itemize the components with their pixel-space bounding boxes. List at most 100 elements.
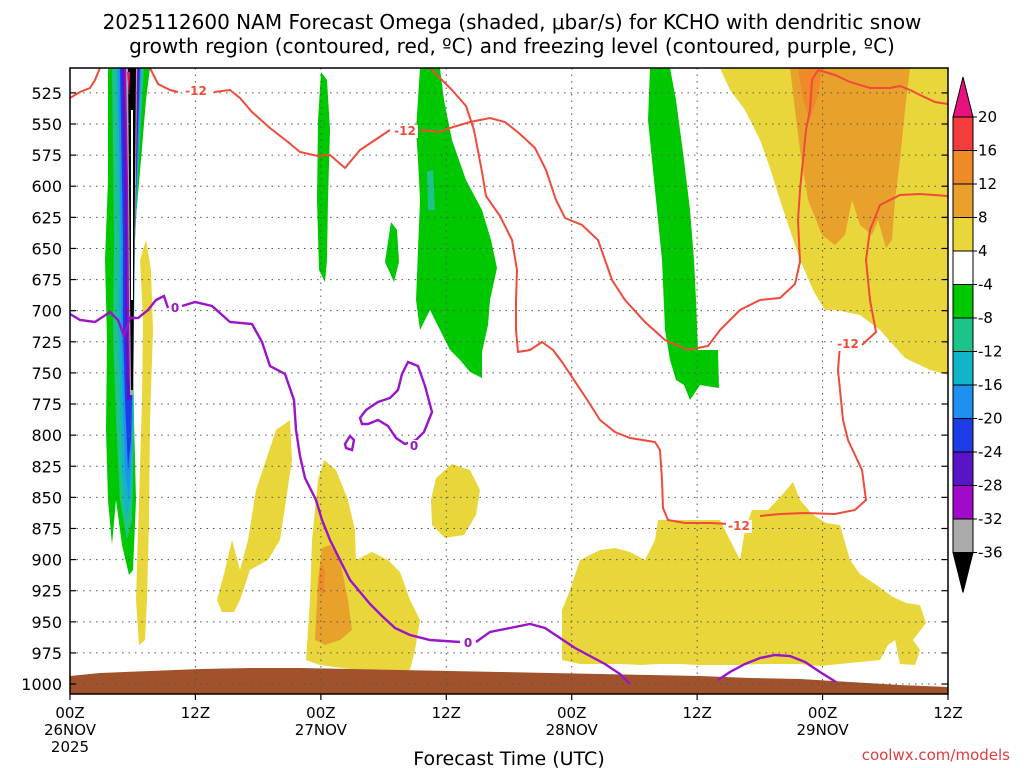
dgz-contour-label: -12	[185, 84, 207, 98]
y-tick-label: 550	[31, 115, 62, 134]
y-tick-label: 975	[31, 644, 62, 663]
dgz-contour-label: -12	[728, 519, 750, 533]
colorbar-label: -24	[978, 443, 1003, 461]
y-tick-label: 875	[31, 519, 62, 538]
omega-descent-28nov	[562, 482, 926, 666]
x-tick-label: 00Z	[55, 704, 84, 722]
gridlines	[70, 68, 948, 694]
colorbar-bin	[952, 317, 974, 352]
colorbar-bin	[952, 284, 974, 319]
omega-descent-26nov-18z	[217, 420, 292, 612]
freezing-contour-loop	[358, 360, 434, 446]
colorbar-bin	[952, 217, 974, 252]
dgz-contour-main	[149, 68, 819, 352]
y-tick-label: 800	[31, 426, 62, 445]
dgz-contour-label: -12	[394, 124, 416, 138]
y-tick-label: 525	[31, 84, 62, 103]
colorbar-bin	[952, 183, 974, 218]
y-tick-label: 625	[31, 208, 62, 227]
colorbar-label: -4	[978, 276, 993, 294]
freezing-contour-labels: 0 0 0	[169, 301, 474, 650]
colorbar-label: 12	[978, 175, 997, 193]
y-tick-label: 950	[31, 613, 62, 632]
x-tick-date-label: 29NOV	[797, 721, 850, 739]
credit-link[interactable]: coolwx.com/models	[862, 746, 1010, 764]
omega-shading	[105, 68, 948, 672]
dgz-contour-label: -12	[837, 337, 859, 351]
dgz-label-bg	[835, 338, 861, 351]
colorbar-label: -16	[978, 376, 1003, 394]
omega-descent-29nov-orange	[790, 68, 910, 248]
colorbar-bin	[952, 418, 974, 453]
x-tick-label: 12Z	[682, 704, 711, 722]
colorbar-label: 4	[978, 242, 988, 260]
colorbar-label: -20	[978, 410, 1003, 428]
colorbar-bin-bottom-arrow	[952, 552, 974, 593]
y-tick-label: 825	[31, 457, 62, 476]
terrain-surface	[70, 668, 948, 694]
freezing-contours	[70, 294, 837, 685]
x-tick-label: 12Z	[181, 704, 210, 722]
y-tick-label: 675	[31, 271, 62, 290]
y-tick-label: 575	[31, 146, 62, 165]
colorbar: 20 16 12 8 4 -4 -8 -12 -16 -20 -24 -28 -32 -36	[952, 76, 1003, 593]
chart-title-line-1: 2025112600 NAM Forecast Omega (shaded, μ…	[103, 10, 922, 34]
x-axis-title: Forecast Time (UTC)	[413, 748, 604, 768]
x-tick-label: 00Z	[557, 704, 586, 722]
freezing-contour-right-dome	[717, 653, 837, 684]
freezing-contour-label: 0	[410, 439, 418, 453]
freezing-label-bg	[169, 302, 181, 315]
omega-ascent-column-magenta	[127, 72, 130, 96]
x-tick-label: 12Z	[933, 704, 962, 722]
x-tick-label: 00Z	[306, 704, 335, 722]
x-tick-label: 12Z	[432, 704, 461, 722]
colorbar-label: -8	[978, 309, 993, 327]
omega-ascent-27nov-00z	[317, 72, 330, 282]
colorbar-bin	[952, 351, 974, 386]
dgz-contour-lower-right	[759, 192, 948, 517]
freezing-contour-blob	[343, 434, 356, 452]
dgz-contour-labels: -12 -12 -12 -12	[183, 84, 861, 533]
colorbar-bin	[952, 116, 974, 151]
dgz-contour-left-loop	[429, 68, 731, 525]
y-tick-label: 775	[31, 395, 62, 414]
colorbar-bin	[952, 485, 974, 520]
omega-descent-27nov-00z-core	[318, 562, 325, 595]
x-tick-year-label: 2025	[51, 738, 89, 756]
y-tick-label: 900	[31, 551, 62, 570]
colorbar-label: 8	[978, 209, 988, 227]
y-tick-label: 600	[31, 177, 62, 196]
colorbar-bin-top-arrow	[952, 76, 974, 118]
y-tick-label: 1000	[21, 675, 62, 694]
omega-descent-27nov-12z	[431, 464, 480, 538]
dgz-label-bg	[392, 125, 418, 138]
plot-frame	[69, 67, 949, 695]
x-tick-label: 00Z	[808, 704, 837, 722]
y-tick-label: 925	[31, 582, 62, 601]
omega-ascent-27nov-12z	[416, 68, 497, 378]
colorbar-label: 16	[978, 142, 997, 160]
colorbar-bin	[952, 384, 974, 419]
y-tick-label: 725	[31, 333, 62, 352]
omega-descent-29nov-core	[798, 68, 822, 120]
y-tick-label: 750	[31, 364, 62, 383]
dgz-label-bg	[726, 520, 752, 533]
y-tick-label: 650	[31, 239, 62, 258]
x-tick-date-label: 26NOV	[44, 721, 97, 739]
dgz-contour-upper-left	[70, 68, 101, 99]
y-tick-label: 700	[31, 302, 62, 321]
chart-title-line-2: growth region (contoured, red, ºC) and f…	[129, 34, 895, 58]
omega-ascent-28nov-12z	[648, 68, 719, 400]
freezing-label-bg	[462, 637, 474, 650]
colorbar-label: -28	[978, 477, 1003, 495]
dgz-contour-upper-right	[817, 69, 948, 105]
freezing-contour-main	[70, 294, 631, 685]
dgz-contours	[70, 68, 948, 525]
omega-ascent-column-core-white	[131, 110, 133, 300]
freezing-label-bg	[408, 440, 420, 453]
colorbar-bin	[952, 451, 974, 486]
colorbar-label: 20	[978, 108, 997, 126]
colorbar-bin	[952, 518, 974, 553]
x-tick-date-label: 27NOV	[295, 721, 348, 739]
y-tick-label: 850	[31, 488, 62, 507]
